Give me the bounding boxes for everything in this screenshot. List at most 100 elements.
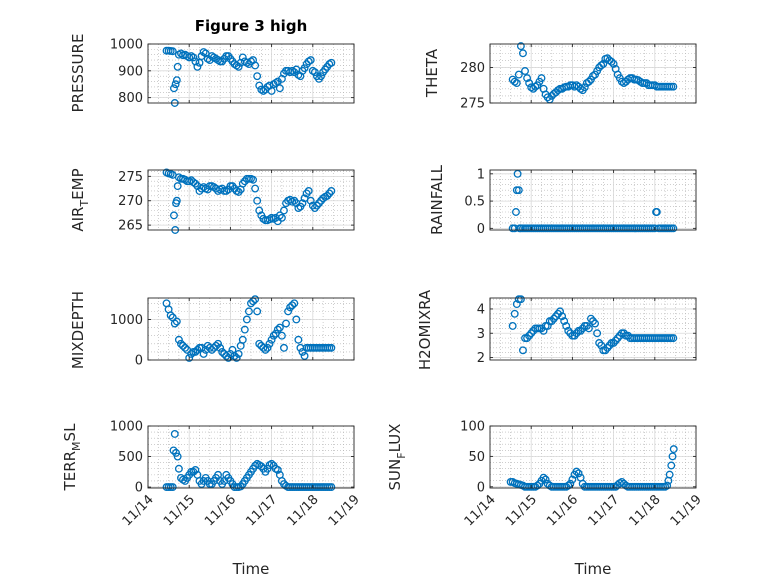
y-axis-label-rest: EMP	[69, 168, 87, 199]
data-point	[282, 319, 290, 328]
data-point	[327, 187, 336, 195]
data-point	[554, 86, 562, 95]
data-point	[255, 339, 264, 348]
y-axis-label: TERRMSL	[61, 423, 83, 492]
data-point	[547, 317, 556, 326]
y-tick-label: 0	[135, 481, 143, 496]
data-point	[549, 314, 558, 323]
data-point	[597, 61, 606, 70]
data-point	[253, 72, 262, 81]
data-point	[193, 62, 202, 71]
data-point	[593, 329, 602, 338]
y-axis-label-rest: LUX	[386, 424, 404, 453]
axes-box	[489, 169, 697, 231]
chart-title: Figure 3 high	[195, 17, 308, 35]
data-point	[523, 74, 532, 83]
data-point	[560, 317, 569, 326]
data-point	[601, 346, 610, 355]
data-point	[570, 331, 579, 340]
data-point	[607, 57, 616, 66]
data-point	[317, 196, 325, 205]
data-point	[193, 345, 202, 354]
data-point	[584, 324, 593, 333]
data-point	[191, 179, 200, 188]
data-point	[591, 319, 600, 328]
data-point	[275, 323, 284, 332]
data-point	[277, 213, 286, 222]
data-point	[302, 189, 311, 198]
data-point	[263, 343, 272, 352]
y-tick-label: 280	[460, 61, 485, 76]
y-tick-label: 275	[118, 170, 143, 185]
data-point	[253, 196, 262, 205]
data-point	[242, 315, 251, 324]
data-point	[519, 49, 527, 58]
data-point	[171, 80, 180, 89]
data-point	[564, 481, 573, 490]
data-point	[669, 224, 678, 233]
data-point	[306, 196, 315, 205]
data-point	[170, 319, 179, 328]
data-point	[173, 452, 182, 461]
data-point	[286, 195, 295, 204]
data-point	[574, 469, 583, 478]
data-point	[187, 349, 196, 358]
data-point	[288, 301, 297, 310]
data-point	[512, 300, 521, 309]
data-point	[539, 473, 548, 482]
y-axis-label-rest: SL	[61, 423, 79, 442]
y-tick-label: 4	[477, 302, 485, 317]
data-point	[222, 187, 231, 195]
data-point	[234, 62, 243, 71]
data-point	[275, 211, 284, 220]
y-axis-label-subscript: F	[395, 452, 408, 458]
data-point	[218, 347, 227, 356]
data-point	[172, 448, 180, 457]
data-point	[234, 349, 243, 358]
data-point	[269, 331, 278, 340]
data-point	[181, 343, 190, 352]
data-point	[541, 475, 550, 484]
data-point	[580, 83, 589, 92]
subplot-h2omixra: H2OMIXRA 2 3 4	[416, 289, 697, 370]
data-point	[582, 322, 591, 330]
data-point	[510, 77, 519, 86]
data-point	[265, 339, 274, 348]
data-point	[179, 341, 187, 350]
data-point	[177, 339, 185, 348]
data-point	[521, 67, 529, 75]
data-point	[280, 206, 288, 215]
data-point	[533, 481, 542, 490]
data-point	[251, 295, 260, 304]
y-axis-label-main: SUN	[386, 459, 404, 491]
y-tick-label: 1000	[110, 38, 143, 53]
data-point	[669, 334, 678, 343]
y-tick-label: 2	[477, 351, 485, 366]
data-point	[300, 64, 309, 73]
data-point	[294, 335, 303, 344]
y-axis-label: MIXDEPTH	[69, 291, 87, 369]
y-axis-label-subscript: T	[78, 200, 91, 208]
subplot-rainfall: RAINFALL 0 0.5 1	[428, 164, 697, 237]
data-point	[228, 182, 237, 191]
y-axis-label: AIRTEMP	[69, 168, 91, 231]
axes-box	[147, 169, 355, 231]
y-tick-label: 50	[468, 450, 485, 465]
data-point	[284, 307, 293, 316]
x-axis-label: Time	[574, 560, 612, 578]
data-point	[310, 68, 319, 77]
y-tick-label: 1	[477, 167, 485, 182]
data-point	[564, 326, 573, 335]
data-point	[185, 354, 194, 362]
data-point	[173, 62, 182, 71]
data-point	[174, 464, 183, 473]
data-point	[576, 84, 585, 93]
axes-box	[489, 425, 697, 489]
data-point	[249, 175, 258, 184]
data-point	[527, 329, 536, 338]
axes-box	[147, 297, 355, 361]
subplot-theta: THETA 275 280	[423, 42, 697, 112]
data-point	[525, 79, 534, 88]
data-point	[611, 336, 620, 345]
data-point	[189, 178, 198, 187]
